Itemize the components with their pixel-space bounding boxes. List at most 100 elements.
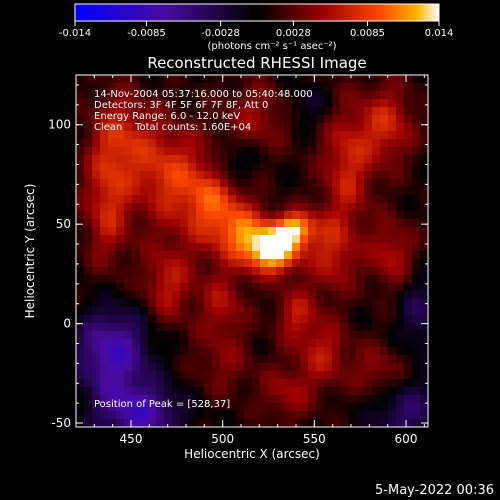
- heatmap-cell: [412, 139, 421, 148]
- heatmap-cell: [172, 403, 181, 412]
- heatmap-cell: [220, 339, 229, 348]
- heatmap-cell: [116, 307, 125, 316]
- heatmap-cell: [412, 387, 421, 396]
- heatmap-cell: [108, 203, 117, 212]
- heatmap-cell: [268, 123, 277, 132]
- heatmap-cell: [220, 163, 229, 172]
- heatmap-cell: [268, 331, 277, 340]
- heatmap-cell: [188, 155, 197, 164]
- heatmap-cell: [84, 299, 93, 308]
- heatmap-cell: [108, 395, 117, 404]
- heatmap-cell: [348, 411, 357, 420]
- heatmap-cell: [212, 107, 221, 116]
- heatmap-cell: [236, 107, 245, 116]
- heatmap-cell: [332, 275, 341, 284]
- heatmap-cell: [348, 195, 357, 204]
- heatmap-cell: [180, 203, 189, 212]
- heatmap-cell: [164, 235, 173, 244]
- heatmap-cell: [196, 299, 205, 308]
- heatmap-cell: [388, 387, 397, 396]
- heatmap-cell: [316, 355, 325, 364]
- heatmap-cell: [396, 403, 405, 412]
- heatmap-cell: [324, 83, 333, 92]
- heatmap-cell: [404, 259, 413, 268]
- heatmap-cell: [316, 403, 325, 412]
- heatmap-cell: [268, 379, 277, 388]
- heatmap-cell: [364, 75, 373, 84]
- heatmap-cell: [228, 315, 237, 324]
- heatmap-cell: [76, 251, 85, 260]
- heatmap-cell: [188, 107, 197, 116]
- heatmap-cell: [380, 75, 389, 84]
- heatmap-cell: [180, 91, 189, 100]
- heatmap-cell: [244, 371, 253, 380]
- heatmap-cell: [356, 243, 365, 252]
- heatmap-cell: [356, 195, 365, 204]
- heatmap-cell: [276, 195, 285, 204]
- heatmap-cell: [244, 203, 253, 212]
- heatmap-cell: [396, 219, 405, 228]
- heatmap-cell: [340, 339, 349, 348]
- heatmap-cell: [252, 299, 261, 308]
- heatmap-cell: [116, 283, 125, 292]
- heatmap-cell: [156, 395, 165, 404]
- heatmap-cell: [228, 363, 237, 372]
- heatmap-cell: [244, 123, 253, 132]
- heatmap-cell: [356, 419, 365, 428]
- heatmap-cell: [276, 283, 285, 292]
- heatmap-cell: [92, 307, 101, 316]
- heatmap-cell: [380, 203, 389, 212]
- heatmap-cell: [300, 315, 309, 324]
- heatmap-cell: [340, 395, 349, 404]
- heatmap-cell: [396, 315, 405, 324]
- colorbar: [74, 3, 440, 22]
- heatmap-cell: [124, 307, 133, 316]
- heatmap-cell: [388, 419, 397, 428]
- heatmap-cell: [268, 307, 277, 316]
- heatmap-cell: [148, 339, 157, 348]
- heatmap-cell: [316, 395, 325, 404]
- heatmap-cell: [84, 355, 93, 364]
- heatmap-cell: [292, 211, 301, 220]
- heatmap-cell: [100, 339, 109, 348]
- heatmap-cell: [364, 323, 373, 332]
- heatmap-cell: [348, 315, 357, 324]
- plot-frame: [75, 74, 429, 428]
- heatmap-cell: [148, 395, 157, 404]
- heatmap-cell: [348, 299, 357, 308]
- heatmap-cell: [404, 171, 413, 180]
- heatmap-cell: [204, 315, 213, 324]
- heatmap-cell: [164, 195, 173, 204]
- heatmap-cell: [164, 91, 173, 100]
- heatmap-cell: [396, 275, 405, 284]
- heatmap-cell: [228, 411, 237, 420]
- heatmap-cell: [300, 379, 309, 388]
- heatmap-cell: [380, 283, 389, 292]
- heatmap-cell: [124, 267, 133, 276]
- heatmap-cell: [404, 331, 413, 340]
- heatmap-cell: [372, 75, 381, 84]
- heatmap-cell: [364, 411, 373, 420]
- heatmap-cell: [412, 291, 421, 300]
- heatmap-cell: [420, 171, 429, 180]
- heatmap-cell: [388, 139, 397, 148]
- heatmap-cell: [284, 171, 293, 180]
- heatmap-cell: [276, 107, 285, 116]
- heatmap-cell: [204, 411, 213, 420]
- heatmap-cell: [316, 171, 325, 180]
- y-tick-label: 0: [63, 317, 71, 331]
- heatmap-cell: [380, 395, 389, 404]
- heatmap-cell: [268, 195, 277, 204]
- heatmap-cell: [172, 339, 181, 348]
- heatmap-cell: [324, 371, 333, 380]
- heatmap-cell: [404, 235, 413, 244]
- heatmap-cell: [420, 211, 429, 220]
- heatmap-cell: [204, 83, 213, 92]
- heatmap-cell: [140, 115, 149, 124]
- heatmap-cell: [212, 259, 221, 268]
- heatmap-cell: [292, 163, 301, 172]
- heatmap-cell: [228, 195, 237, 204]
- heatmap-cell: [172, 331, 181, 340]
- heatmap-cell: [412, 123, 421, 132]
- heatmap-cell: [116, 299, 125, 308]
